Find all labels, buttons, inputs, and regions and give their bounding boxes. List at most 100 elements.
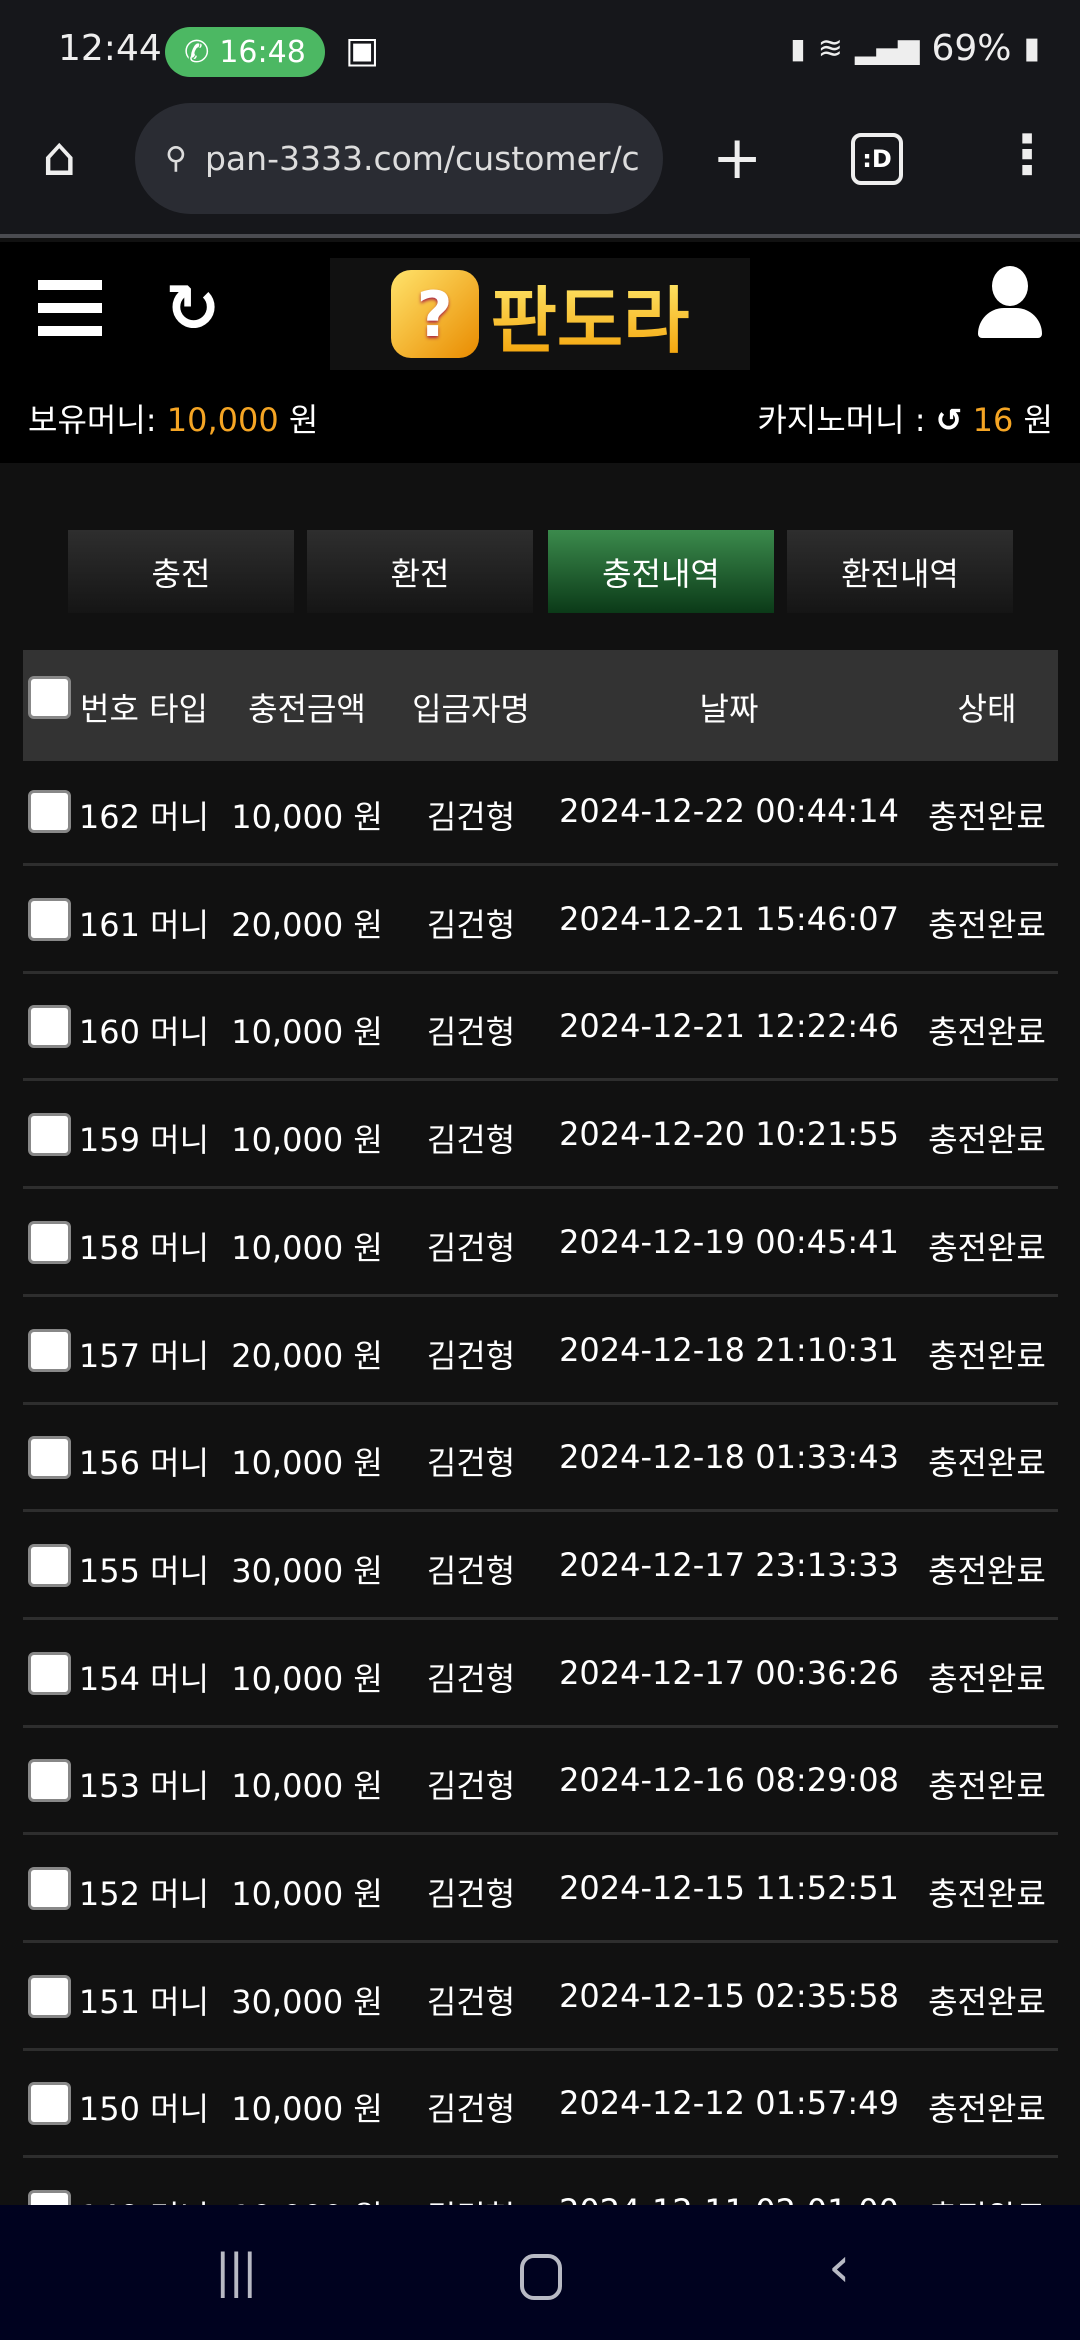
row-amount: 10,000 원 xyxy=(231,1659,383,1698)
table-row: 154 머니 10,000 원 김건형 2024-12-17 00:36:26 충전완료 xyxy=(23,1620,1058,1728)
row-checkbox[interactable] xyxy=(28,2082,71,2126)
row-amount: 30,000 원 xyxy=(231,1982,383,2021)
row-number-type: 151 머니 xyxy=(78,1982,210,2021)
site-settings-icon[interactable]: ⚲ xyxy=(165,141,187,176)
row-number-type: 152 머니 xyxy=(78,1875,210,1913)
wifi-icon: ≋ xyxy=(817,31,843,66)
row-date: 2024-12-15 02:35:58 xyxy=(559,1976,899,2015)
tab-exchange[interactable]: 환전 xyxy=(307,530,533,613)
row-checkbox[interactable] xyxy=(28,1543,71,1587)
header-number-type: 번호 타입 xyxy=(80,690,208,728)
hamburger-menu-icon[interactable] xyxy=(38,280,102,336)
row-checkbox[interactable] xyxy=(28,897,71,941)
back-icon[interactable]: ‹ xyxy=(828,2235,851,2300)
row-amount: 20,000 원 xyxy=(231,905,383,944)
tab-charge-history[interactable]: 충전내역 xyxy=(548,530,774,613)
row-number-type: 159 머니 xyxy=(78,1121,210,1160)
held-money-unit: 원 xyxy=(288,401,319,439)
row-checkbox[interactable] xyxy=(28,1759,71,1803)
row-depositor: 김건형 xyxy=(426,1875,516,1913)
row-depositor: 김건형 xyxy=(426,905,516,944)
tabs-switcher-icon[interactable]: :D xyxy=(851,133,903,185)
row-number-type: 162 머니 xyxy=(78,798,210,836)
row-number-type: 150 머니 xyxy=(78,2090,210,2129)
row-number-type: 160 머니 xyxy=(78,1013,210,1052)
new-tab-icon[interactable]: + xyxy=(712,123,763,193)
status-bar: 12:44 ✆ 16:48 ▣ ▮ ≋ ▂▄▆ 69% ▮ xyxy=(0,0,1080,100)
more-menu-icon[interactable]: ⋮ xyxy=(1000,123,1054,186)
image-icon: ▣ xyxy=(345,30,380,71)
row-checkbox[interactable] xyxy=(28,790,71,833)
row-checkbox[interactable] xyxy=(28,1005,71,1049)
row-checkbox[interactable] xyxy=(28,1113,71,1157)
table-row: 162 머니 10,000 원 김건형 2024-12-22 00:44:14 충전완료 xyxy=(23,758,1058,866)
table-row: 150 머니 10,000 원 김건형 2024-12-12 01:57:49 충전완료 xyxy=(23,2050,1058,2159)
row-depositor: 김건형 xyxy=(426,1013,516,1052)
user-icon[interactable] xyxy=(978,266,1042,338)
logo-question-icon: ? xyxy=(390,270,479,358)
home-button-icon[interactable] xyxy=(520,2254,562,2300)
row-date: 2024-12-20 10:21:55 xyxy=(559,1115,899,1154)
recent-apps-icon[interactable]: ||| xyxy=(215,2244,257,2298)
casino-money-unit: 원 xyxy=(1023,401,1053,439)
clock: 12:44 xyxy=(58,28,162,69)
table-row: 155 머니 30,000 원 김건형 2024-12-17 23:13:33 충전완료 xyxy=(23,1512,1058,1620)
row-checkbox[interactable] xyxy=(28,1867,71,1910)
row-amount: 10,000 원 xyxy=(231,1767,383,1806)
row-checkbox[interactable] xyxy=(28,1974,71,2018)
row-status: 충전완료 xyxy=(928,1659,1046,1698)
tab-exchange-history[interactable]: 환전내역 xyxy=(787,530,1013,613)
header-date: 날짜 xyxy=(699,690,759,728)
row-status: 충전완료 xyxy=(928,1336,1046,1375)
home-icon[interactable]: ⌂ xyxy=(42,125,77,188)
row-number-type: 153 머니 xyxy=(78,1767,210,1806)
row-amount: 10,000 원 xyxy=(231,2090,383,2129)
row-date: 2024-12-12 01:57:49 xyxy=(559,2084,899,2123)
row-number-type: 157 머니 xyxy=(78,1336,210,1375)
table-row: 153 머니 10,000 원 김건형 2024-12-16 08:29:08 충전완료 xyxy=(23,1727,1058,1836)
table-row: 157 머니 20,000 원 김건형 2024-12-18 21:10:31 충전완료 xyxy=(23,1297,1058,1405)
row-depositor: 김건형 xyxy=(426,798,516,836)
table-row: 158 머니 10,000 원 김건형 2024-12-19 00:45:41 충전완료 xyxy=(23,1189,1058,1297)
header-depositor: 입금자명 xyxy=(412,690,530,728)
battery-saver-icon: ▮ xyxy=(790,32,806,65)
row-amount: 10,000 원 xyxy=(231,1444,383,1483)
row-checkbox[interactable] xyxy=(28,1328,71,1372)
header-amount: 충전금액 xyxy=(248,690,366,728)
logo[interactable]: ? 판도라 xyxy=(330,258,750,370)
call-indicator[interactable]: ✆ 16:48 xyxy=(165,27,325,77)
tab-label: 환전 xyxy=(390,554,450,593)
row-number-type: 155 머니 xyxy=(78,1551,210,1590)
row-checkbox[interactable] xyxy=(28,1436,71,1480)
row-date: 2024-12-16 08:29:08 xyxy=(559,1761,899,1800)
refresh-icon[interactable]: ↻ xyxy=(165,270,221,347)
row-checkbox[interactable] xyxy=(28,1651,71,1695)
row-depositor: 김건형 xyxy=(426,1228,516,1267)
phone-icon: ✆ xyxy=(184,34,210,70)
row-status: 충전완료 xyxy=(928,2090,1046,2129)
select-all-checkbox[interactable] xyxy=(28,676,71,719)
signal-icon: ▂▄▆ xyxy=(854,32,920,65)
row-number-type: 161 머니 xyxy=(78,905,210,944)
tab-label: 충전내역 xyxy=(602,554,720,593)
row-checkbox[interactable] xyxy=(28,1220,71,1264)
held-money-label: 보유머니: xyxy=(28,401,157,439)
held-money-value: 10,000 xyxy=(166,401,279,439)
row-number-type: 154 머니 xyxy=(78,1659,210,1698)
table-row: 152 머니 10,000 원 김건형 2024-12-15 11:52:51 충전완료 xyxy=(23,1835,1058,1943)
address-bar[interactable]: ⚲ pan-3333.com/customer/c xyxy=(135,103,663,214)
row-amount: 10,000 원 xyxy=(231,798,383,836)
tab-label: 환전내역 xyxy=(841,554,959,593)
casino-money-label: 카지노머니 : xyxy=(757,401,926,439)
tab-charge[interactable]: 충전 xyxy=(68,530,294,613)
call-timer: 16:48 xyxy=(219,34,306,70)
row-date: 2024-12-22 00:44:14 xyxy=(559,792,899,830)
row-amount: 10,000 원 xyxy=(231,1228,383,1267)
row-status: 충전완료 xyxy=(928,1875,1046,1913)
held-money: 보유머니: 10,000 원 xyxy=(28,395,318,441)
casino-refresh-icon[interactable]: ↺ xyxy=(935,401,963,439)
row-depositor: 김건형 xyxy=(426,1336,516,1375)
row-date: 2024-12-17 00:36:26 xyxy=(559,1653,899,1692)
casino-money: 카지노머니 : ↺ 16 원 xyxy=(757,395,1053,441)
row-status: 충전완료 xyxy=(928,1228,1046,1267)
